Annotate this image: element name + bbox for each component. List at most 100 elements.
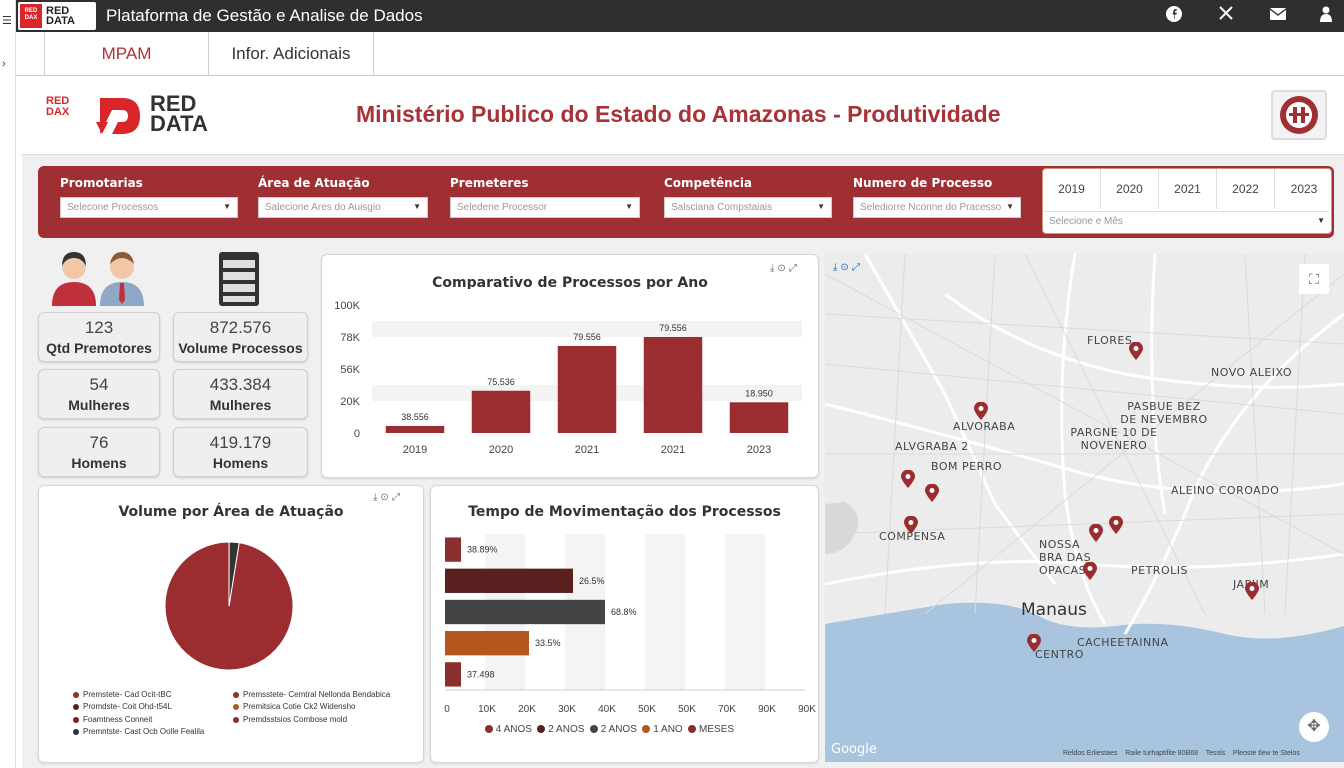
hbar (445, 662, 461, 687)
download-icon[interactable]: ⤓ (833, 262, 841, 273)
hbar-legend-item[interactable]: MESES (688, 724, 734, 735)
year-2023[interactable]: 2023 (1290, 182, 1318, 196)
user-icon[interactable] (1316, 6, 1336, 26)
hbar-legend-item[interactable]: 1 ANO (642, 724, 683, 735)
map-pin-icon[interactable] (974, 402, 988, 420)
facebook-icon[interactable] (1164, 6, 1184, 26)
hbar-legend: 4 ANOS 2 ANOS 2 ANOS 1 ANO MESES (485, 724, 734, 735)
hbar-legend-item[interactable]: 2 ANOS (537, 724, 584, 735)
y-tick-label: 100K (334, 300, 360, 312)
filter-area-atuacao: Área de Atuação Salecione Ares do Auisgi… (258, 176, 428, 218)
map-pin-icon[interactable] (1083, 562, 1097, 580)
select-placeholder: Salsciana Compstaiais (671, 202, 773, 213)
pie-legend-item[interactable]: Premstete- Cad Ocit-tBC (73, 690, 171, 699)
map-pin-icon[interactable] (1109, 516, 1123, 534)
map-pin-icon[interactable] (925, 484, 939, 502)
pie-legend-item[interactable]: Promdste- Coit Ohd-t54L (73, 702, 172, 711)
pie-legend-item[interactable]: Premsstete- Cemtral Nellonda Bendabica (233, 690, 390, 699)
hbar-legend-item[interactable]: 4 ANOS (485, 724, 532, 735)
filter-premeteres-select[interactable]: Seledene Processor ▼ (450, 197, 640, 218)
x-tick-label: 70K (718, 704, 736, 715)
legend-label: Premdsstsios Combose mold (243, 715, 348, 724)
stat-value: 872.576 (209, 318, 272, 337)
map-pin-icon[interactable] (904, 516, 918, 534)
x-tick-label: 30K (558, 704, 576, 715)
expand-icon[interactable]: ⤢ (788, 263, 800, 274)
red-dax-logo: RED DAX (46, 96, 88, 136)
filter-label: Promotarias (60, 176, 143, 190)
map-attribution-text[interactable]: Reldos Erliestaes (1063, 750, 1118, 757)
map-attribution: Reldos Erliestaes Raile turhaptifite 80B… (1063, 750, 1300, 757)
app-title: Plataforma de Gestão e Analise de Dados (106, 6, 423, 25)
pie-legend-item[interactable]: Premdsstsios Combose mold (233, 715, 347, 724)
month-select[interactable]: Selecione e Mês ▼ (1045, 211, 1329, 231)
year-2022[interactable]: 2022 (1217, 169, 1275, 209)
stat-value: 123 (84, 318, 114, 337)
filter-promotarias-select[interactable]: Selecone Processos ▼ (60, 197, 238, 218)
select-placeholder: Seledene Processor (457, 202, 548, 213)
expand-icon[interactable]: ⤢ (851, 262, 863, 273)
map-attribution-text[interactable]: Pleoste tlew te Stelos (1232, 750, 1300, 757)
filter-label: Competência (664, 176, 753, 190)
map-label: CENTRO (1035, 648, 1084, 661)
app-logo[interactable]: RED DAX RED DATA (18, 2, 96, 30)
pie-legend-item[interactable]: Foamtness Conneit (73, 715, 152, 724)
pie-chart-svg (164, 541, 294, 671)
filter-numero-select[interactable]: Selediorre Nconne do Pracesso ▼ (853, 197, 1021, 218)
fullscreen-button[interactable]: ⛶ (1299, 264, 1329, 294)
mail-icon[interactable] (1268, 6, 1288, 26)
red-data-logo-line2: DATA (150, 111, 208, 136)
menu-icon[interactable]: ☰ (2, 15, 12, 27)
legend-label: Premsstete- Cemtral Nellonda Bendabica (243, 690, 391, 699)
x-tick-label: 10K (478, 704, 496, 715)
zoom-icon[interactable]: ⊙ (777, 263, 789, 274)
map-attribution-text[interactable]: Raile turhaptifite 80B68 (1125, 750, 1199, 757)
app-logo-text: RED DATA (46, 5, 75, 27)
year-2021[interactable]: 2021 (1159, 169, 1217, 209)
zoom-icon[interactable]: ⊙ (840, 262, 852, 273)
hbar-legend-item[interactable]: 2 ANOS (589, 724, 637, 735)
select-placeholder: Selediorre Nconne do Pracesso (860, 202, 1002, 213)
filter-area-select[interactable]: Salecione Ares do Auisgio ▼ (258, 197, 428, 218)
legend-dot (73, 716, 79, 723)
year-2020[interactable]: 2020 (1101, 169, 1159, 209)
zoom-icon[interactable]: ⊙ (380, 492, 392, 503)
hbar (445, 599, 605, 625)
legend-label: Premitsica Cotie Ck2 Widensho (243, 702, 356, 711)
map-pin-icon[interactable] (1129, 342, 1143, 360)
pie-legend-item[interactable]: Premntste- Cast Ocb Oolle Fealila (73, 727, 204, 736)
hbar-data-label: 26.5% (579, 576, 605, 586)
filter-competencia-select[interactable]: Salsciana Compstaiais ▼ (664, 197, 832, 218)
map-panel[interactable]: ⤓⊙⤢ ⛶ ✥ FLORES NOVO ALEIXO ALVORABA PASB… (825, 254, 1344, 762)
download-icon[interactable]: ⤓ (373, 492, 381, 503)
month-placeholder: Selecione e Mês (1049, 216, 1123, 227)
chevron-right-icon[interactable]: › (2, 58, 6, 70)
map-city-label: Manaus (1021, 600, 1087, 620)
map-pin-icon[interactable] (1089, 524, 1103, 542)
x-twitter-icon[interactable] (1216, 6, 1236, 26)
map-pin-icon[interactable] (901, 470, 915, 488)
download-icon[interactable]: ⤓ (770, 263, 778, 274)
tab-infor-adicionais[interactable]: Infor. Adicionais (209, 32, 374, 76)
filter-label: Área de Atuação (258, 176, 370, 190)
fullscreen-icon: ⛶ (1309, 271, 1319, 287)
legend-dot (73, 703, 79, 710)
legend-dot (73, 728, 79, 735)
bar (471, 390, 531, 433)
year-2019[interactable]: 2019 (1043, 169, 1101, 209)
map-pan-button[interactable]: ✥ (1299, 712, 1329, 742)
map-attribution-text[interactable]: Tessls (1205, 750, 1226, 757)
pie-legend-item[interactable]: Premitsica Cotie Ck2 Widensho (233, 702, 355, 711)
y-tick-label: 78K (340, 332, 360, 344)
legend-label: Premstete- Cad Ocit-tBC (83, 690, 172, 699)
map-pin-icon[interactable] (1245, 582, 1259, 600)
expand-icon[interactable]: ⤢ (391, 492, 403, 503)
tab-mpam[interactable]: MPAM (44, 32, 209, 76)
map-label: PETROLIS (1131, 564, 1188, 577)
tab-bar: MPAM Infor. Adicionais (16, 32, 1344, 76)
people-icon (52, 252, 144, 306)
legend-dot (537, 725, 546, 734)
map-pin-icon[interactable] (1027, 634, 1041, 652)
stat-label: Volume Processos (178, 340, 303, 356)
red-data-logo: RED DATA (94, 92, 224, 138)
